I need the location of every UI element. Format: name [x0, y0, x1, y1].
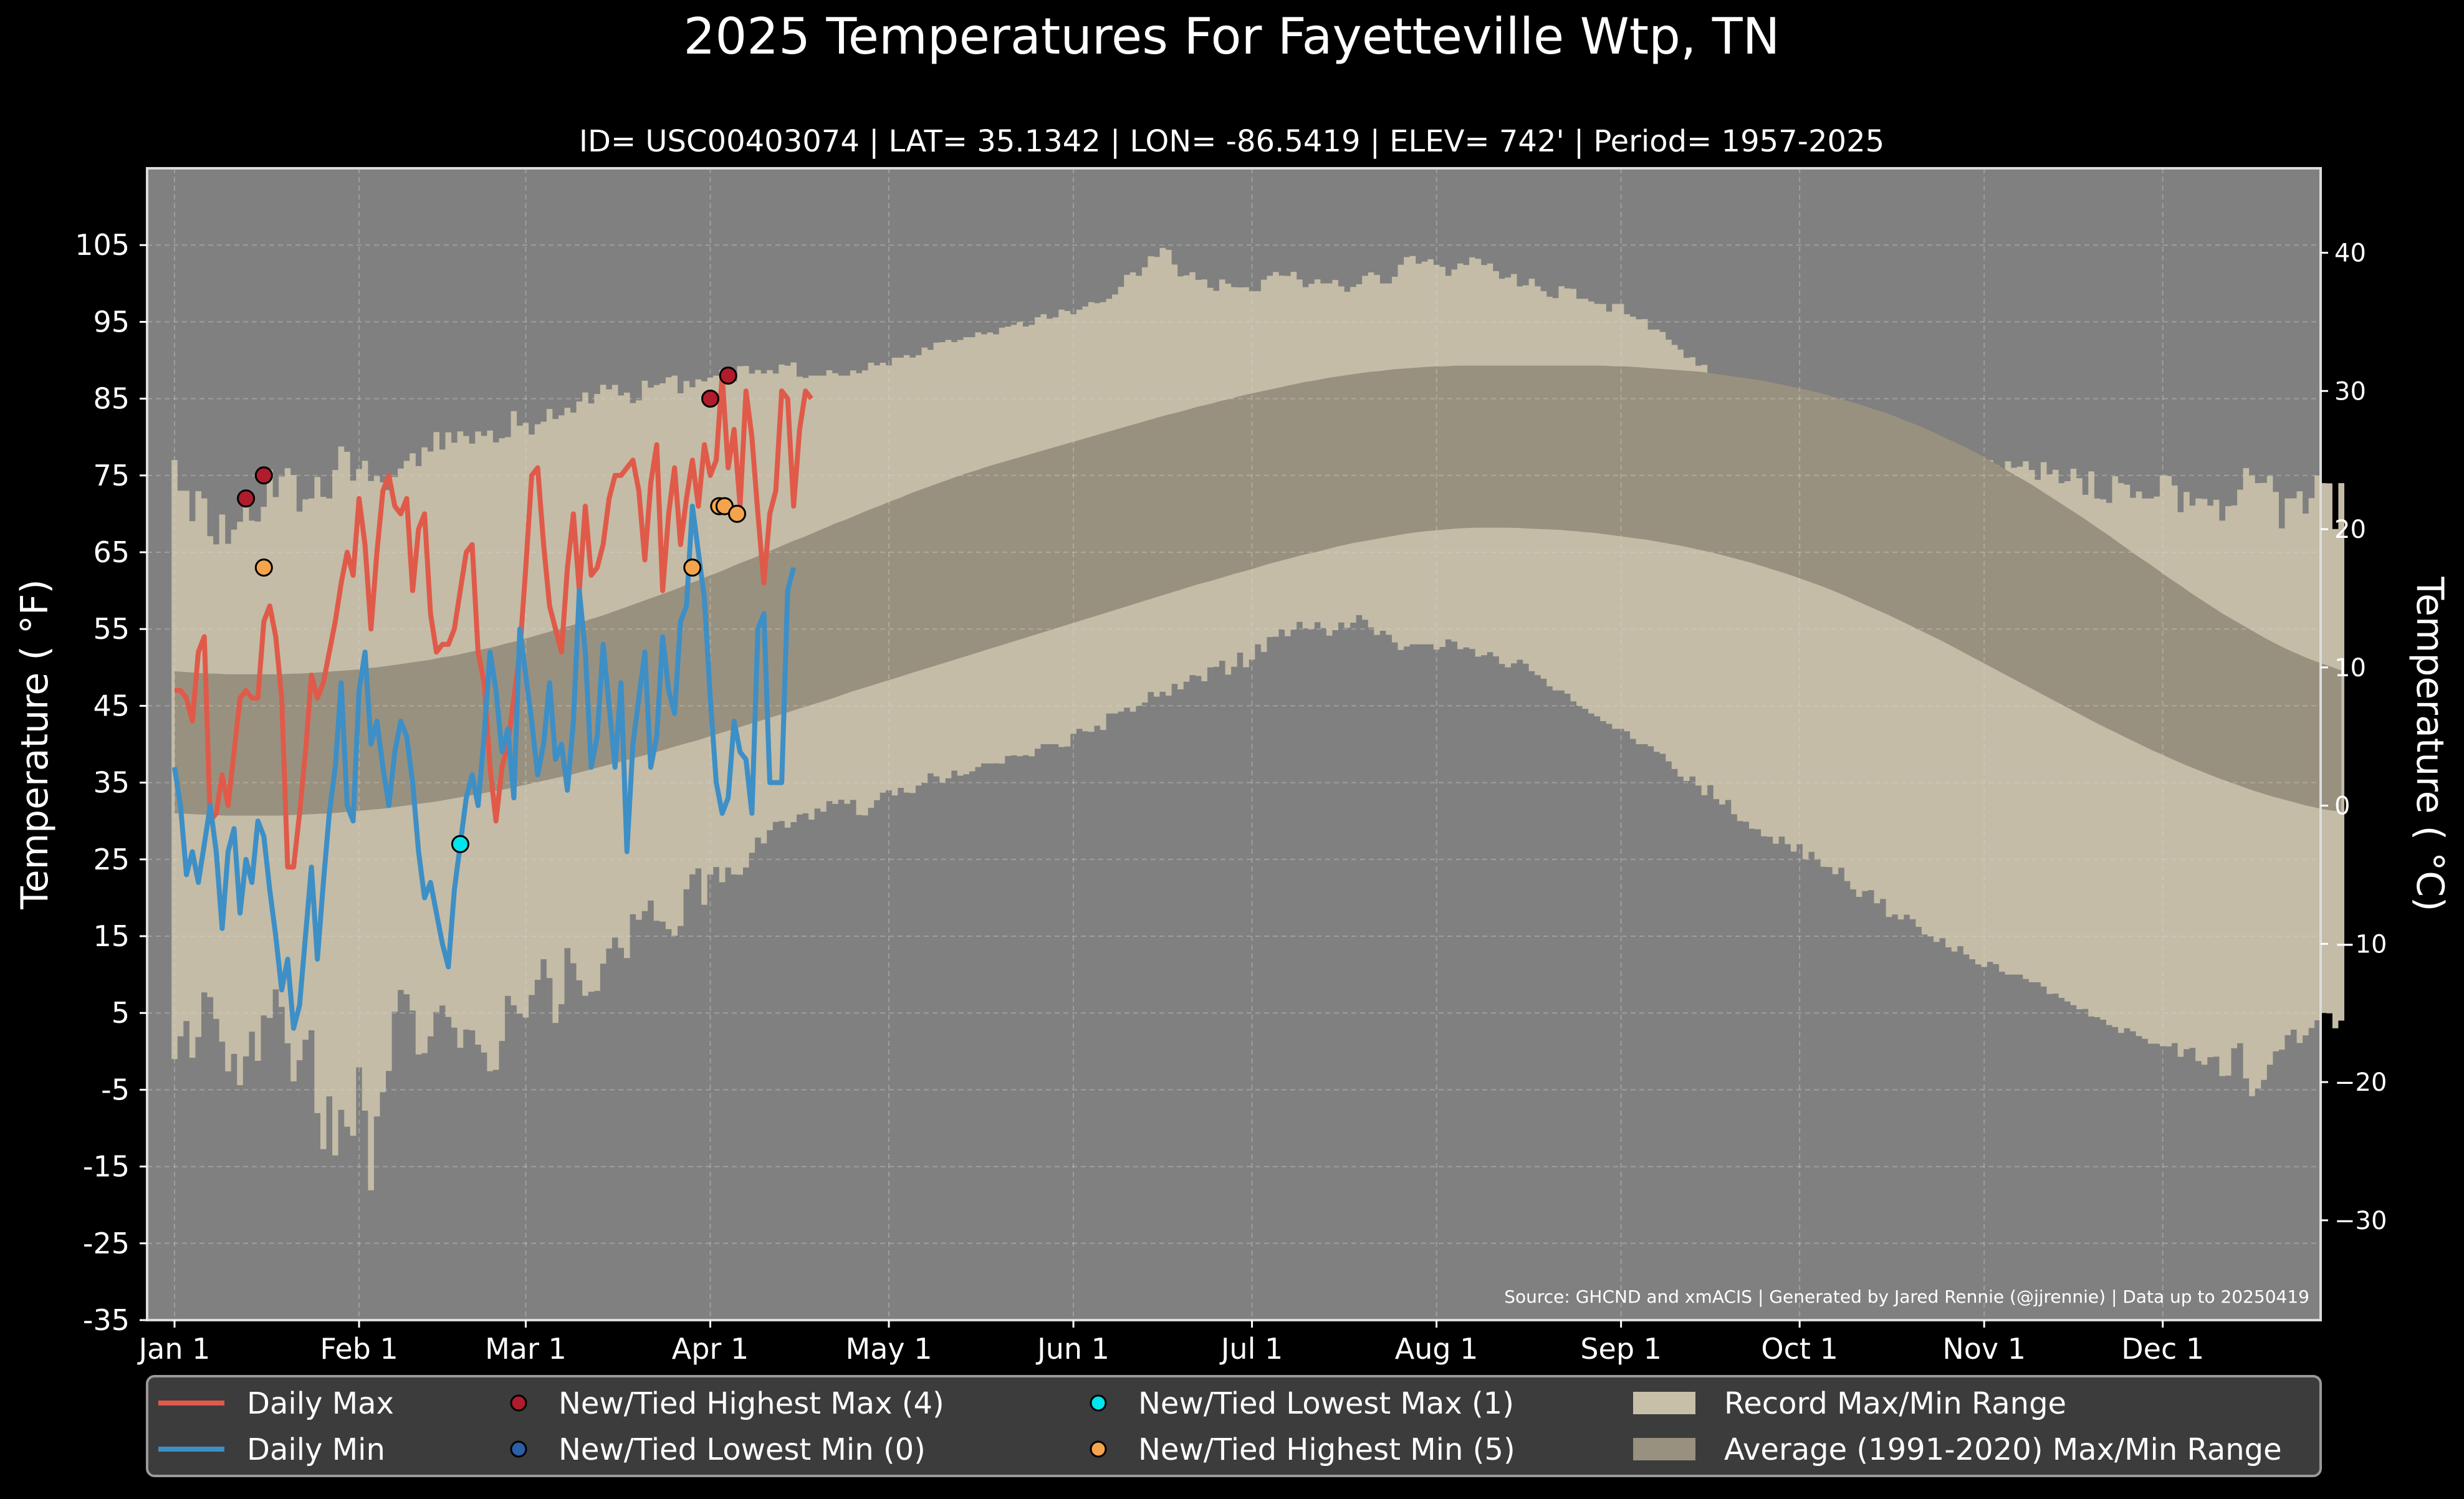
y-tick-label-left: -35	[83, 1303, 130, 1337]
y-tick-label-left: 45	[93, 689, 130, 722]
legend-label: Record Max/Min Range	[1724, 1386, 2066, 1421]
highest-min-marker	[683, 558, 702, 577]
legend-label: Daily Max	[247, 1386, 394, 1421]
x-tick-label: May 1	[846, 1332, 932, 1366]
y-tick-label-left: 15	[93, 919, 130, 953]
y-tick-label-left: -15	[83, 1150, 130, 1184]
chart-subtitle: ID= USC00403074 | LAT= 35.1342 | LON= -8…	[579, 124, 1884, 159]
y-tick-label-right: 0	[2334, 792, 2350, 821]
highest-max-marker	[701, 390, 719, 408]
legend-dot-swatch	[510, 1440, 527, 1458]
y-tick-label-left: 25	[93, 843, 130, 876]
y-tick-label-left: 65	[93, 535, 130, 569]
x-tick-label: Jan 1	[137, 1332, 211, 1366]
daily-max-line	[175, 373, 813, 870]
y-axis-right-label: Temperature ( °C)	[2408, 577, 2452, 912]
highest-min-marker	[254, 558, 273, 577]
legend: Daily Max Daily Min New/Tied Highest Max (…	[146, 1375, 2322, 1477]
x-axis: Jan 1 Feb 1 Mar 1 Apr 1 May 1 Jun 1 Jul 1 Aug 1…	[137, 1320, 2204, 1366]
x-tick-label: Jul 1	[1219, 1332, 1283, 1366]
y-tick-label-left: -25	[83, 1227, 130, 1260]
legend-label: New/Tied Highest Max (4)	[558, 1386, 944, 1421]
daily-min-line	[172, 504, 797, 1031]
x-tick-label: Oct 1	[1761, 1332, 1838, 1366]
y-tick-label-left: -5	[101, 1073, 130, 1106]
x-tick-label: Nov 1	[1942, 1332, 2026, 1366]
legend-dot-swatch	[1090, 1440, 1107, 1458]
legend-label: New/Tied Lowest Min (0)	[558, 1432, 926, 1467]
y-tick-label-left: 35	[93, 766, 130, 800]
y-tick-label-right: −30	[2334, 1207, 2387, 1235]
x-tick-label: Sep 1	[1580, 1332, 1662, 1366]
x-tick-label: Aug 1	[1395, 1332, 1479, 1366]
legend-label: Daily Min	[247, 1432, 385, 1467]
legend-dot-swatch	[1090, 1394, 1107, 1412]
y-tick-label-right: −20	[2334, 1068, 2387, 1097]
y-tick-label-left: 5	[112, 996, 130, 1030]
y-axis-left-label: Temperature ( °F)	[13, 579, 57, 910]
x-tick-label: Mar 1	[485, 1332, 567, 1366]
legend-label: New/Tied Lowest Max (1)	[1138, 1386, 1514, 1421]
y-tick-label-left: 55	[93, 612, 130, 646]
legend-label: Average (1991-2020) Max/Min Range	[1724, 1432, 2282, 1467]
source-note: Source: GHCND and xmACIS | Generated by …	[1504, 1286, 2309, 1307]
highest-max-marker	[237, 489, 256, 508]
x-tick-label: Jun 1	[1035, 1332, 1110, 1366]
y-axis-right: 40 30 20 10 0 −10 −20 −30	[2321, 239, 2387, 1235]
y-tick-label-left: 105	[75, 228, 130, 262]
plot-area: Source: GHCND and xmACIS | Generated by …	[146, 167, 2345, 1321]
highest-max-marker	[719, 366, 737, 385]
chart-title: 2025 Temperatures For Fayetteville Wtp, …	[683, 7, 1780, 65]
record-markers	[237, 366, 746, 853]
y-tick-label-left: 85	[93, 382, 130, 416]
legend-color-swatch	[1633, 1392, 1695, 1414]
y-tick-label-left: 75	[93, 459, 130, 492]
legend-dot-swatch	[510, 1394, 527, 1412]
y-axis-left: 105 95 85 75 65 55 45 35 25 15 5 -5 -15 -25 -35	[75, 228, 147, 1337]
highest-max-marker	[254, 466, 273, 485]
highest-min-marker	[728, 504, 746, 523]
legend-color-swatch	[1633, 1438, 1695, 1460]
y-tick-label-right: 10	[2334, 654, 2366, 682]
y-tick-label-right: 40	[2334, 239, 2366, 268]
plot-frame	[146, 167, 2322, 1321]
average-range-band	[175, 365, 2342, 816]
lowest-max-marker	[451, 835, 469, 853]
x-tick-label: Dec 1	[2121, 1332, 2204, 1366]
x-tick-label: Feb 1	[320, 1332, 398, 1366]
legend-label: New/Tied Highest Min (5)	[1138, 1432, 1515, 1467]
y-tick-label-right: −10	[2334, 930, 2387, 959]
x-tick-label: Apr 1	[672, 1332, 749, 1366]
y-tick-label-right: 30	[2334, 377, 2366, 406]
y-tick-label-left: 95	[93, 305, 130, 338]
legend-box	[146, 1375, 2322, 1477]
y-tick-label-right: 20	[2334, 515, 2366, 544]
